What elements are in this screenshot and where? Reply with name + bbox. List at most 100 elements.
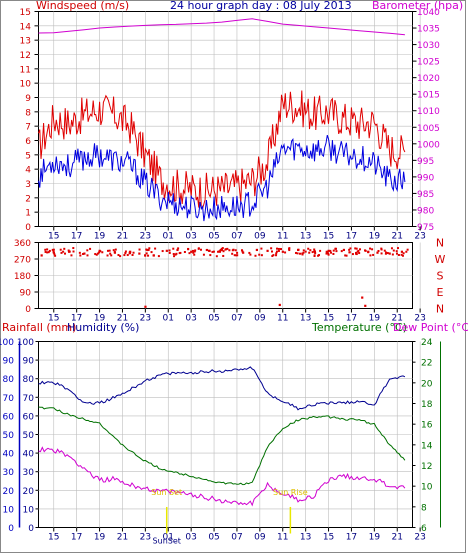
direction-point xyxy=(275,250,278,253)
direction-point xyxy=(396,247,399,250)
rainfall-axis-title: Rainfall (mm) xyxy=(2,321,76,334)
direction-point xyxy=(405,250,408,253)
wind-tick-label: 8 xyxy=(25,108,31,118)
direction-point xyxy=(193,253,196,256)
humidity-tick-label: 0 xyxy=(28,524,34,534)
direction-point xyxy=(144,305,147,308)
dir-xtick-label: 17 xyxy=(71,314,82,324)
temperature-line xyxy=(38,406,406,486)
direction-point xyxy=(89,247,92,250)
direction-point xyxy=(79,254,82,257)
dir-tick-label: 90 xyxy=(20,289,32,299)
direction-point xyxy=(173,255,176,258)
baro-tick-label: 1005 xyxy=(417,124,440,134)
direction-point xyxy=(376,251,379,254)
direction-point xyxy=(83,252,86,255)
direction-point xyxy=(313,250,316,253)
humidity-tick-label: 60 xyxy=(23,412,35,422)
climate-xtick-label: 01 xyxy=(163,533,174,543)
direction-point xyxy=(266,249,269,252)
direction-point xyxy=(348,251,351,254)
wind-xtick-label: 01 xyxy=(163,232,174,242)
direction-point xyxy=(270,247,273,250)
climate-xtick-label: 21 xyxy=(392,533,403,543)
direction-point xyxy=(132,251,135,254)
direction-point xyxy=(95,253,98,256)
direction-point xyxy=(99,250,102,253)
temperature-tick-label: 12 xyxy=(421,462,432,472)
direction-point xyxy=(54,254,57,257)
baro-tick-label: 980 xyxy=(417,206,434,216)
direction-point xyxy=(197,247,200,250)
direction-point xyxy=(119,255,122,258)
wind-xtick-label: 17 xyxy=(71,232,82,242)
direction-point xyxy=(172,252,175,255)
direction-point xyxy=(397,253,400,256)
direction-point xyxy=(313,248,316,251)
wind-xtick-label: 19 xyxy=(94,232,106,242)
rain-tick-label: 60 xyxy=(3,412,15,422)
direction-point xyxy=(190,250,193,253)
climate-xtick-label: 03 xyxy=(185,533,196,543)
compass-label: N xyxy=(436,237,444,250)
wind-tick-label: 7 xyxy=(25,123,31,133)
direction-point xyxy=(113,250,116,253)
baro-tick-label: 975 xyxy=(417,223,434,233)
direction-point xyxy=(131,254,134,257)
direction-point xyxy=(114,248,117,251)
humidity-tick-label: 50 xyxy=(23,431,35,441)
direction-point xyxy=(311,251,314,254)
wind-xtick-label: 11 xyxy=(277,232,288,242)
wind-xtick-label: 19 xyxy=(369,232,381,242)
dir-xtick-label: 15 xyxy=(323,314,334,324)
direction-point xyxy=(47,251,50,254)
direction-point xyxy=(178,252,181,255)
direction-point xyxy=(106,249,109,252)
dir-xtick-label: 07 xyxy=(231,314,242,324)
direction-point xyxy=(377,249,380,252)
direction-point xyxy=(297,248,300,251)
barometer-label: Barometer (hpa) xyxy=(372,0,463,12)
direction-point xyxy=(126,254,129,257)
direction-point xyxy=(82,253,85,256)
humidity-line xyxy=(38,366,406,411)
direction-point xyxy=(358,252,361,255)
direction-point xyxy=(209,254,212,257)
direction-point xyxy=(400,250,404,253)
wind-xtick-label: 15 xyxy=(323,232,334,242)
direction-point xyxy=(281,250,284,253)
direction-point xyxy=(367,251,370,254)
direction-point xyxy=(112,249,115,252)
direction-point xyxy=(304,250,307,253)
direction-point xyxy=(177,247,180,250)
gust-line xyxy=(38,90,406,210)
direction-point xyxy=(364,249,367,252)
direction-point xyxy=(96,252,99,255)
temperature-tick-label: 14 xyxy=(421,441,433,451)
direction-point xyxy=(123,254,126,257)
direction-point xyxy=(192,249,195,252)
direction-point xyxy=(59,248,62,251)
direction-point xyxy=(298,252,301,255)
direction-point xyxy=(308,251,311,254)
direction-point xyxy=(313,254,316,257)
dir-xtick-label: 19 xyxy=(369,314,381,324)
direction-point xyxy=(296,252,299,255)
direction-point xyxy=(202,253,205,256)
grid-lines xyxy=(38,11,421,528)
direction-point xyxy=(361,296,364,299)
temperature-tick-label: 22 xyxy=(421,359,432,369)
wind-xtick-label: 15 xyxy=(48,232,59,242)
baro-tick-label: 1020 xyxy=(417,74,440,84)
baro-tick-label: 1040 xyxy=(417,8,440,18)
direction-point xyxy=(44,250,47,253)
direction-point xyxy=(240,249,243,252)
wind-tick-label: 12 xyxy=(20,51,31,61)
direction-point xyxy=(395,252,398,255)
direction-point xyxy=(183,251,186,254)
direction-point xyxy=(288,247,291,250)
direction-point xyxy=(327,253,330,256)
climate-xtick-label: 19 xyxy=(369,533,381,543)
direction-point xyxy=(52,250,55,253)
rain-tick-label: 50 xyxy=(3,431,15,441)
